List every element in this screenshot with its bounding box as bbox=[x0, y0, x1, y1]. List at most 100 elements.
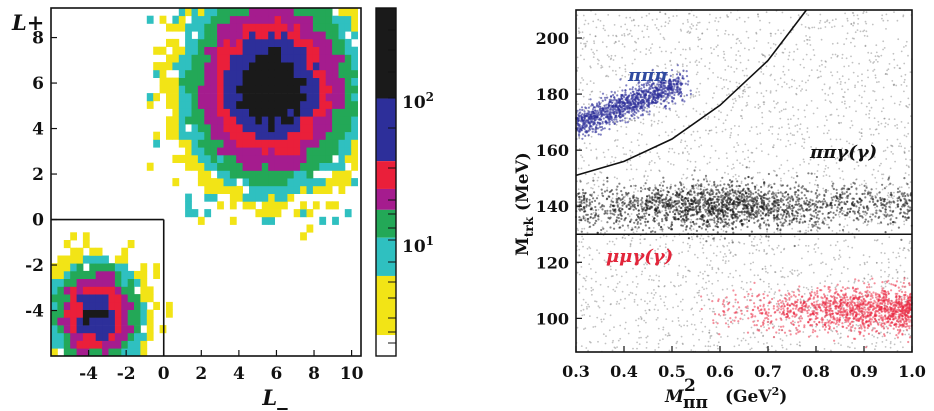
scatter-point bbox=[841, 25, 844, 27]
scatter-point bbox=[767, 209, 770, 212]
scatter-point bbox=[871, 334, 874, 336]
scatter-point bbox=[834, 286, 837, 289]
heatmap-cell bbox=[293, 77, 301, 86]
scatter-point bbox=[690, 218, 693, 221]
scatter-point bbox=[782, 70, 785, 73]
scatter-point bbox=[646, 263, 648, 266]
scatter-point bbox=[673, 209, 676, 212]
scatter-point bbox=[812, 210, 815, 213]
scatter-point bbox=[830, 329, 832, 331]
scatter-point bbox=[661, 228, 664, 231]
scatter-point bbox=[611, 240, 614, 243]
scatter-point bbox=[787, 139, 790, 142]
scatter-point bbox=[768, 285, 770, 288]
heatmap-cell bbox=[89, 255, 97, 264]
scatter-point bbox=[583, 36, 585, 39]
scatter-point bbox=[738, 214, 741, 217]
scatter-point bbox=[599, 232, 602, 234]
left-x-tick-label: 6 bbox=[271, 364, 283, 384]
scatter-point bbox=[717, 20, 720, 23]
heatmap-cell bbox=[185, 54, 192, 63]
left-y-tick-label: 2 bbox=[32, 165, 44, 185]
scatter-point bbox=[592, 223, 595, 227]
scatter-point bbox=[729, 136, 731, 139]
scatter-point bbox=[842, 115, 845, 118]
heatmap-cell bbox=[108, 317, 116, 326]
scatter-point bbox=[716, 225, 719, 228]
scatter-point bbox=[621, 200, 625, 204]
scatter-point bbox=[783, 276, 786, 279]
heatmap-cell bbox=[306, 147, 314, 156]
scatter-point bbox=[659, 33, 662, 35]
scatter-point bbox=[771, 345, 773, 348]
scatter-point bbox=[800, 191, 803, 194]
scatter-point bbox=[741, 318, 744, 321]
heatmap-cell bbox=[255, 139, 263, 148]
scatter-point bbox=[758, 249, 761, 252]
heatmap-cell bbox=[185, 139, 192, 148]
scatter-point bbox=[903, 78, 906, 81]
scatter-point bbox=[662, 189, 665, 192]
scatter-point bbox=[718, 118, 720, 121]
scatter-point bbox=[790, 176, 793, 179]
scatter-point bbox=[591, 200, 594, 203]
heatmap-cell bbox=[236, 124, 243, 133]
scatter-point bbox=[660, 226, 663, 229]
scatter-point bbox=[748, 166, 751, 169]
scatter-point bbox=[815, 147, 817, 150]
scatter-point bbox=[585, 288, 587, 290]
scatter-point bbox=[685, 215, 688, 218]
scatter-point bbox=[743, 218, 746, 221]
heatmap-cell bbox=[255, 77, 263, 86]
scatter-point bbox=[765, 89, 768, 92]
heatmap-cell bbox=[76, 247, 84, 256]
scatter-point bbox=[643, 319, 646, 322]
scatter-point bbox=[609, 161, 612, 164]
scatter-point bbox=[840, 344, 842, 346]
heatmap-cell bbox=[300, 116, 307, 125]
scatter-point bbox=[725, 201, 729, 204]
scatter-point bbox=[900, 121, 903, 123]
scatter-point bbox=[904, 257, 907, 259]
scatter-point bbox=[787, 169, 790, 172]
scatter-point bbox=[880, 122, 883, 125]
scatter-point bbox=[869, 128, 871, 130]
scatter-point bbox=[839, 256, 842, 258]
scatter-point bbox=[578, 88, 581, 91]
heatmap-cell bbox=[255, 62, 263, 71]
heatmap-cell bbox=[229, 201, 237, 210]
scatter-point bbox=[608, 65, 611, 68]
scatter-point bbox=[786, 197, 789, 201]
scatter-point bbox=[639, 51, 642, 53]
scatter-point bbox=[580, 304, 583, 307]
heatmap-cell bbox=[312, 147, 320, 156]
heatmap-cell bbox=[185, 85, 192, 94]
scatter-point bbox=[683, 95, 686, 98]
scatter-point bbox=[863, 338, 866, 341]
scatter-point bbox=[631, 281, 634, 283]
scatter-point bbox=[777, 191, 780, 195]
scatter-point bbox=[749, 193, 752, 196]
scatter-point bbox=[597, 63, 599, 65]
scatter-point bbox=[637, 190, 639, 192]
heatmap-cell bbox=[197, 108, 205, 117]
heatmap-cell bbox=[108, 286, 116, 295]
scatter-point bbox=[841, 101, 843, 103]
scatter-point bbox=[772, 248, 775, 251]
heatmap-cell bbox=[76, 317, 84, 326]
scatter-point bbox=[687, 21, 689, 23]
scatter-point bbox=[868, 255, 871, 258]
scatter-point bbox=[659, 11, 661, 14]
scatter-point bbox=[826, 152, 829, 155]
scatter-point bbox=[593, 183, 596, 186]
scatter-point bbox=[891, 144, 893, 147]
heatmap-cell bbox=[76, 270, 84, 279]
scatter-point bbox=[625, 153, 627, 156]
scatter-point bbox=[632, 184, 635, 187]
heatmap-cell bbox=[319, 31, 327, 40]
heatmap-cell bbox=[332, 62, 339, 71]
heatmap-cell bbox=[261, 170, 269, 179]
scatter-point bbox=[837, 333, 839, 335]
scatter-point bbox=[796, 175, 799, 178]
scatter-point bbox=[638, 337, 640, 339]
